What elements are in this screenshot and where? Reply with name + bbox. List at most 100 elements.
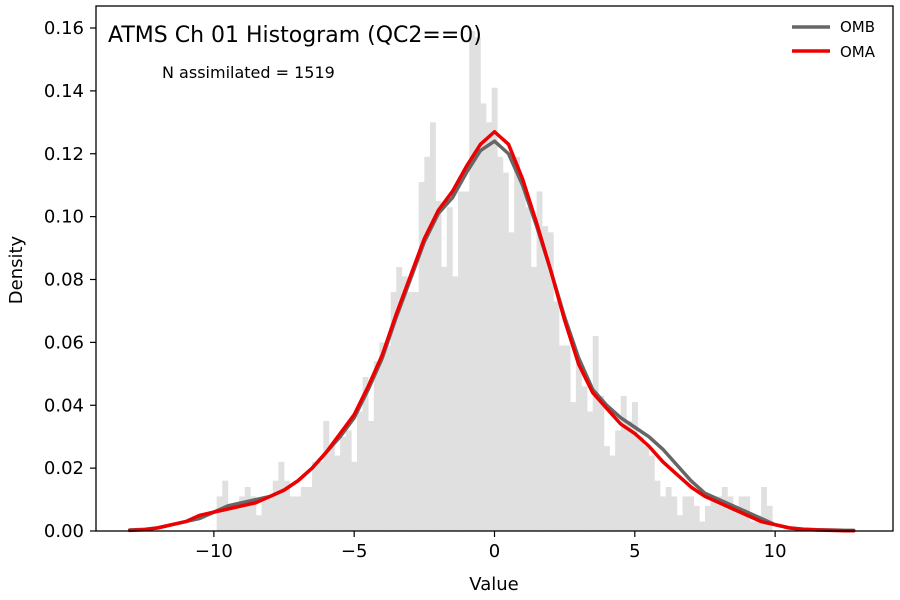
histogram-bar-47 bbox=[480, 103, 487, 532]
histogram-bar-4 bbox=[239, 496, 246, 531]
histogram-bar-24 bbox=[351, 461, 358, 531]
histogram-bar-50 bbox=[497, 156, 504, 531]
histogram-bar-98 bbox=[766, 505, 773, 531]
y-tick-label: 0.00 bbox=[44, 521, 84, 542]
histogram-bar-36 bbox=[418, 182, 425, 532]
histogram-bar-20 bbox=[328, 446, 335, 531]
histogram-bar-64 bbox=[575, 361, 582, 531]
histogram-bar-27 bbox=[368, 420, 375, 531]
histogram-bar-34 bbox=[407, 292, 414, 531]
histogram-bar-75 bbox=[637, 436, 644, 531]
histogram-bar-89 bbox=[716, 496, 723, 531]
histogram-bar-79 bbox=[660, 496, 666, 531]
assimilated-count-annotation: N assimilated = 1519 bbox=[162, 63, 335, 82]
histogram-bar-57 bbox=[536, 191, 543, 532]
histogram-bar-48 bbox=[486, 122, 492, 531]
density-lines bbox=[127, 130, 856, 533]
histogram-bar-3 bbox=[233, 505, 240, 531]
histogram-bar-73 bbox=[626, 420, 633, 531]
histogram-bar-22 bbox=[340, 436, 347, 531]
histogram-bar-16 bbox=[306, 486, 313, 531]
density-line-omb bbox=[127, 139, 856, 533]
y-tick-label: 0.08 bbox=[44, 270, 84, 291]
histogram-bar-26 bbox=[362, 376, 369, 531]
histogram-bar-11 bbox=[278, 461, 285, 531]
histogram-bar-17 bbox=[312, 461, 318, 531]
y-tick-label: 0.04 bbox=[44, 395, 84, 416]
histogram-bar-19 bbox=[323, 420, 330, 531]
density-line-oma bbox=[127, 130, 856, 533]
histogram-bar-90 bbox=[721, 486, 728, 531]
histogram-bar-12 bbox=[284, 480, 290, 531]
y-tick-label: 0.06 bbox=[44, 332, 84, 353]
histogram-bar-5 bbox=[244, 486, 251, 531]
histogram-bar-54 bbox=[519, 182, 526, 532]
histogram-bar-70 bbox=[609, 455, 616, 531]
histogram-bar-2 bbox=[227, 505, 234, 531]
histogram-bar-56 bbox=[530, 266, 537, 531]
histogram-bar-31 bbox=[390, 292, 397, 531]
histogram-bar-46 bbox=[474, 37, 481, 531]
histogram-bar-39 bbox=[435, 200, 442, 531]
histogram-bar-25 bbox=[356, 411, 363, 531]
histogram-bar-86 bbox=[699, 521, 706, 531]
histogram-bar-35 bbox=[413, 292, 420, 531]
y-tick-label: 0.10 bbox=[44, 207, 84, 228]
histogram-bar-42 bbox=[452, 276, 459, 531]
histogram-bar-67 bbox=[592, 336, 599, 531]
histogram-bar-72 bbox=[620, 395, 627, 531]
histogram-bar-10 bbox=[272, 480, 279, 531]
histogram-bar-63 bbox=[570, 402, 577, 531]
histogram-bar-80 bbox=[665, 486, 672, 531]
histogram-bar-21 bbox=[334, 455, 341, 531]
histogram-bar-30 bbox=[385, 345, 391, 531]
legend-label-oma: OMA bbox=[840, 43, 876, 61]
histogram-bars bbox=[216, 31, 773, 532]
histogram-bar-87 bbox=[704, 505, 711, 531]
histogram-bar-45 bbox=[469, 31, 476, 532]
y-tick-label: 0.16 bbox=[44, 18, 84, 39]
histogram-bar-88 bbox=[710, 496, 717, 531]
histogram-bar-78 bbox=[654, 480, 661, 531]
histogram-bar-76 bbox=[643, 446, 650, 531]
histogram-bar-66 bbox=[587, 411, 594, 531]
histogram-bar-33 bbox=[401, 276, 408, 531]
histogram-bar-62 bbox=[564, 345, 571, 531]
x-axis-label: Value bbox=[469, 574, 518, 595]
x-tick-label: 5 bbox=[629, 541, 640, 562]
histogram-bar-51 bbox=[502, 172, 509, 531]
x-tick-label: 0 bbox=[489, 541, 500, 562]
y-tick-label: 0.12 bbox=[44, 144, 84, 165]
histogram-bar-59 bbox=[547, 232, 554, 531]
chart-title: ATMS Ch 01 Histogram (QC2==0) bbox=[108, 23, 482, 48]
histogram-bar-91 bbox=[727, 496, 734, 531]
histogram-bar-13 bbox=[289, 496, 296, 531]
histogram-bar-32 bbox=[396, 266, 403, 531]
legend-label-omb: OMB bbox=[840, 18, 875, 36]
histogram-bar-68 bbox=[598, 395, 605, 531]
histogram-bar-40 bbox=[441, 266, 448, 531]
histogram-bar-71 bbox=[615, 430, 622, 531]
histogram-bar-9 bbox=[267, 496, 274, 531]
histogram-bar-29 bbox=[379, 342, 386, 531]
histogram-bar-43 bbox=[458, 191, 464, 532]
histogram-bar-83 bbox=[682, 496, 689, 531]
histogram-bar-77 bbox=[648, 455, 655, 531]
histogram-bar-15 bbox=[300, 486, 307, 531]
legend: OMB OMA bbox=[792, 18, 876, 61]
y-axis-ticks: 0.00 0.02 0.04 0.06 0.08 0.10 0.12 0.14 0.16 bbox=[44, 18, 96, 542]
histogram-bar-18 bbox=[317, 461, 324, 531]
histogram-bar-8 bbox=[261, 496, 268, 531]
histogram-bar-23 bbox=[345, 430, 352, 531]
histogram-bar-82 bbox=[676, 515, 683, 531]
x-tick-label: −10 bbox=[195, 541, 233, 562]
histogram-bar-49 bbox=[491, 87, 498, 532]
histogram-bar-97 bbox=[761, 486, 768, 531]
y-tick-label: 0.02 bbox=[44, 458, 84, 479]
histogram-bar-69 bbox=[603, 446, 610, 531]
x-tick-label: 10 bbox=[764, 541, 787, 562]
histogram-bar-60 bbox=[553, 301, 560, 531]
histogram-bar-7 bbox=[255, 515, 262, 531]
histogram-bar-61 bbox=[559, 345, 565, 531]
